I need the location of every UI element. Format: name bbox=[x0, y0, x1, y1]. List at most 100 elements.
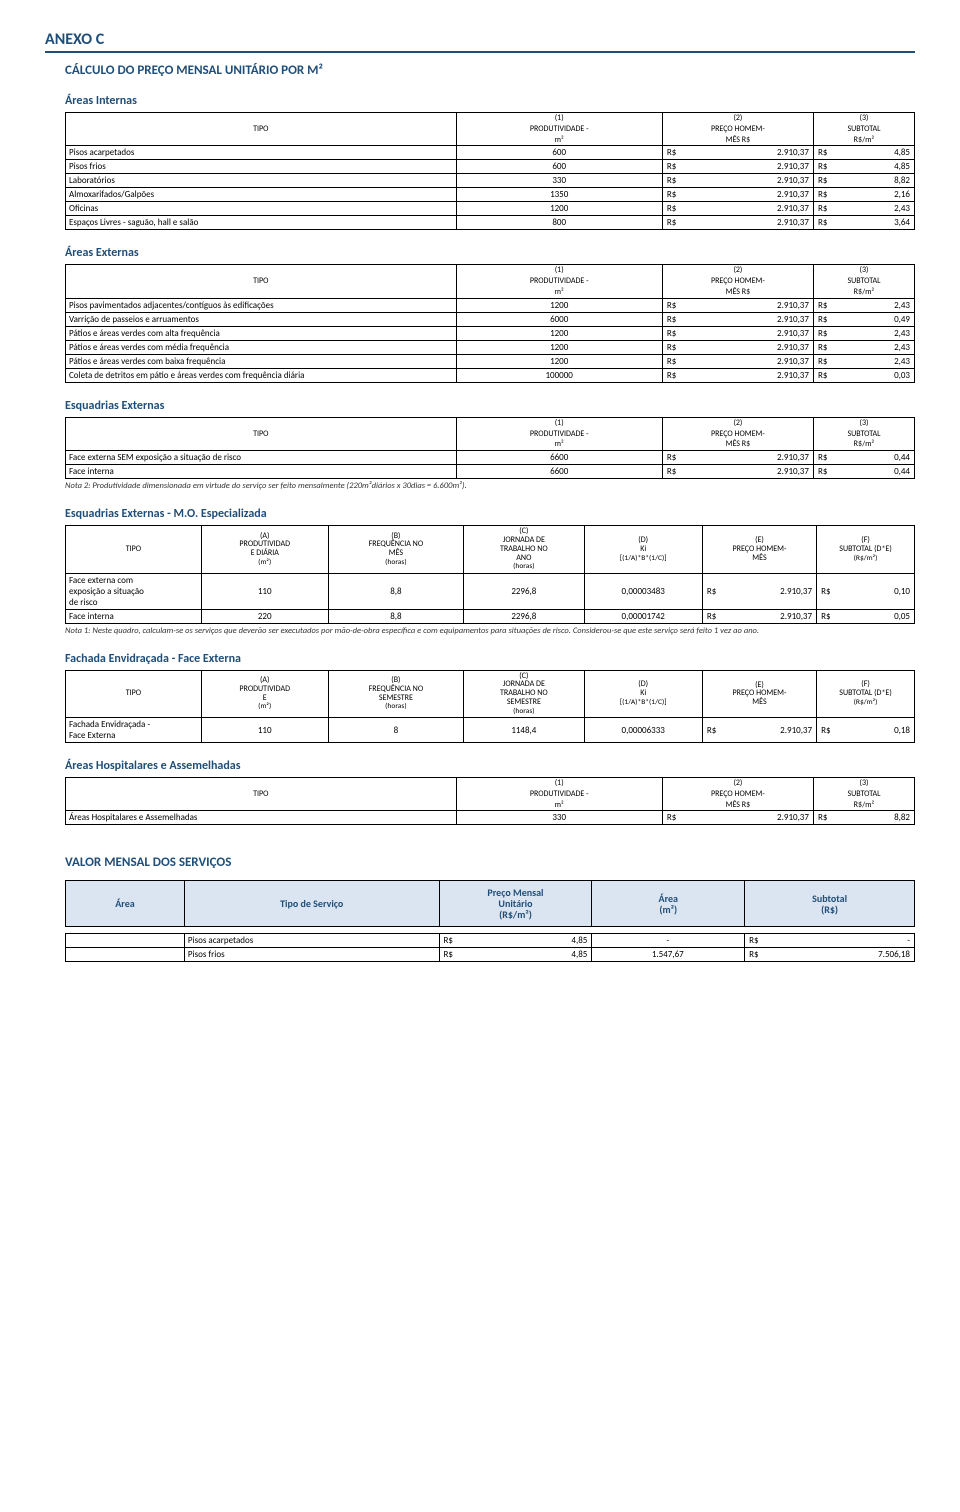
cell-preco: 4,85 bbox=[473, 948, 592, 962]
section-esquadrias: Esquadrias Externas bbox=[65, 399, 915, 413]
cell-preco: 2.910,37 bbox=[690, 312, 814, 326]
cell-preco: 2.910,37 bbox=[690, 202, 814, 216]
cell-tipo: Face interna bbox=[66, 465, 457, 479]
cell-rs: R$ bbox=[813, 188, 841, 202]
cell-sub: 2,43 bbox=[841, 354, 915, 368]
cell-rs: R$ bbox=[662, 465, 690, 479]
calc-title: CÁLCULO DO PREÇO MENSAL UNITÁRIO POR M² bbox=[65, 63, 915, 78]
table-row: Oficinas 1200 R$ 2.910,37 R$ 2,43 bbox=[66, 202, 915, 216]
table-valor-mensal-body: Pisos acarpetados R$ 4,85 - R$ - Pisos f… bbox=[65, 933, 915, 962]
cell-rs: R$ bbox=[813, 312, 841, 326]
cell-D: 0,00003483 bbox=[584, 573, 702, 609]
cell-C: 2296,8 bbox=[464, 573, 584, 609]
cell-area bbox=[66, 948, 185, 962]
cell-preco: 2.910,37 bbox=[690, 326, 814, 340]
cell-F: 0,18 bbox=[844, 718, 914, 743]
cell-E: 2.910,37 bbox=[730, 609, 817, 623]
table-hospitalares: TIPO (1) (2) (3) PRODUTIVIDADE - PREÇO H… bbox=[65, 777, 915, 825]
cell-sub: 0,44 bbox=[841, 451, 915, 465]
cell-prod: 330 bbox=[456, 174, 662, 188]
table-fachada: TIPO (A)PRODUTIVIDADE(m²) (B)FREQUÊNCIA … bbox=[65, 670, 915, 743]
table-row: Pisos pavimentados adjacentes/contíguos … bbox=[66, 298, 915, 312]
cell-tipo: Face externa com exposição a situação de… bbox=[66, 573, 202, 609]
cell-tipo: Face externa SEM exposição a situação de… bbox=[66, 451, 457, 465]
cell-tipo: Pátios e áreas verdes com média frequênc… bbox=[66, 340, 457, 354]
cell-prod: 330 bbox=[456, 811, 662, 825]
table-row: Face externa SEM exposição a situação de… bbox=[66, 451, 915, 465]
cell-preco: 2.910,37 bbox=[690, 451, 814, 465]
cell-rs: R$ bbox=[662, 811, 690, 825]
table-row: Pisos acarpetados R$ 4,85 - R$ - bbox=[66, 934, 915, 948]
cell-tipo: Pisos frios bbox=[184, 948, 439, 962]
table-row: Fachada Envidraçada - Face Externa 110 8… bbox=[66, 718, 915, 743]
cell-prod: 100000 bbox=[456, 368, 662, 382]
section-hospitalares: Áreas Hospitalares e Assemelhadas bbox=[65, 759, 915, 773]
cell-tipo: Coleta de detritos em pátio e áreas verd… bbox=[66, 368, 457, 382]
cell-B: 8,8 bbox=[328, 609, 464, 623]
table-row: Pátios e áreas verdes com baixa frequênc… bbox=[66, 354, 915, 368]
th-tipo: TIPO bbox=[66, 265, 457, 298]
cell-prod: 6600 bbox=[456, 465, 662, 479]
table-areas-externas: TIPO (1) (2) (3) PRODUTIVIDADE - PREÇO H… bbox=[65, 264, 915, 382]
anexo-title: ANEXO C bbox=[45, 30, 915, 53]
cell-rs: R$ bbox=[813, 368, 841, 382]
cell-sub: 2,43 bbox=[841, 340, 915, 354]
cell-rs: R$ bbox=[817, 609, 845, 623]
cell-rs: R$ bbox=[662, 340, 690, 354]
cell-preco: 2.910,37 bbox=[690, 465, 814, 479]
cell-sub: 3,64 bbox=[841, 216, 915, 230]
cell-preco: 2.910,37 bbox=[690, 368, 814, 382]
cell-sub: 2,43 bbox=[841, 326, 915, 340]
th-c2-l2: PREÇO HOMEM- bbox=[662, 124, 813, 135]
cell-tipo: Varrição de passeios e arruamentos bbox=[66, 312, 457, 326]
cell-prod: 600 bbox=[456, 160, 662, 174]
cell-sub: 2,43 bbox=[841, 202, 915, 216]
cell-tipo: Almoxarifados/Galpões bbox=[66, 188, 457, 202]
cell-sub: 4,85 bbox=[841, 160, 915, 174]
cell-preco: 2.910,37 bbox=[690, 811, 814, 825]
cell-rs: R$ bbox=[662, 451, 690, 465]
cell-preco: 2.910,37 bbox=[690, 146, 814, 160]
th-c3-l1: (3) bbox=[813, 113, 914, 124]
cell-preco: 2.910,37 bbox=[690, 354, 814, 368]
table-row: Áreas Hospitalares e Assemelhadas 330 R$… bbox=[66, 811, 915, 825]
cell-tipo: Pisos acarpetados bbox=[66, 146, 457, 160]
cell-rs: R$ bbox=[813, 202, 841, 216]
cell-prod: 1200 bbox=[456, 354, 662, 368]
table-row: Laboratórios 330 R$ 2.910,37 R$ 8,82 bbox=[66, 174, 915, 188]
cell-sub: 8,82 bbox=[841, 811, 915, 825]
cell-tipo: Pisos acarpetados bbox=[184, 934, 439, 948]
cell-sub: 0,49 bbox=[841, 312, 915, 326]
th-c1-l2: PRODUTIVIDADE - bbox=[456, 124, 662, 135]
cell-rs: R$ bbox=[662, 160, 690, 174]
cell-rs: R$ bbox=[817, 573, 845, 609]
table-row: Face interna 220 8,8 2296,8 0,00001742 R… bbox=[66, 609, 915, 623]
cell-sub: 0,44 bbox=[841, 465, 915, 479]
table-esquadrias: TIPO (1) (2) (3) PRODUTIVIDADE - PREÇO H… bbox=[65, 417, 915, 479]
cell-rs: R$ bbox=[813, 340, 841, 354]
table-row: Espaços Livres - saguão, hall e salão 80… bbox=[66, 216, 915, 230]
cell-C: 2296,8 bbox=[464, 609, 584, 623]
cell-E: 2.910,37 bbox=[730, 718, 817, 743]
cell-tipo: Áreas Hospitalares e Assemelhadas bbox=[66, 811, 457, 825]
table-row: Face interna 6600 R$ 2.910,37 R$ 0,44 bbox=[66, 465, 915, 479]
table-row: Pisos frios R$ 4,85 1.547,67 R$ 7.506,18 bbox=[66, 948, 915, 962]
cell-A: 110 bbox=[201, 573, 328, 609]
th-c3-l2: SUBTOTAL bbox=[813, 124, 914, 135]
section-esq-esp: Esquadrias Externas - M.O. Especializada bbox=[65, 507, 915, 521]
cell-prod: 1200 bbox=[456, 340, 662, 354]
cell-rs: R$ bbox=[745, 948, 779, 962]
th-c1-l1: (1) bbox=[456, 113, 662, 124]
cell-sub: - bbox=[779, 934, 915, 948]
cell-B: 8 bbox=[328, 718, 464, 743]
cell-rs: R$ bbox=[662, 174, 690, 188]
cell-rs: R$ bbox=[662, 354, 690, 368]
cell-rs: R$ bbox=[662, 326, 690, 340]
cell-rs: R$ bbox=[702, 718, 730, 743]
cell-A: 220 bbox=[201, 609, 328, 623]
cell-sub: 4,85 bbox=[841, 146, 915, 160]
note-2: Nota 2: Produtividade dimensionada em vi… bbox=[65, 481, 915, 491]
cell-sub: 2,16 bbox=[841, 188, 915, 202]
cell-sub: 8,82 bbox=[841, 174, 915, 188]
cell-B: 8,8 bbox=[328, 573, 464, 609]
